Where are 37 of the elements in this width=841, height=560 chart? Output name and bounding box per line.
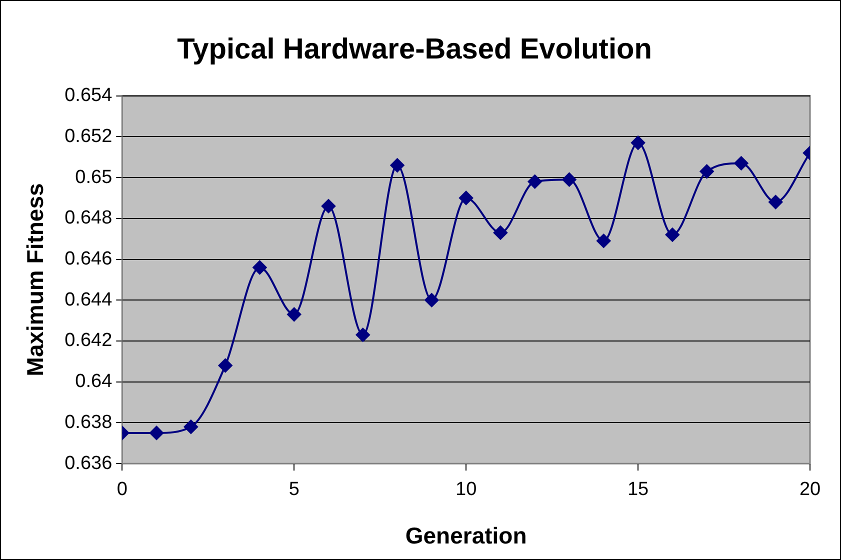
y-tick-label: 0.642	[64, 330, 112, 352]
point	[528, 174, 542, 189]
y-tick-label: 0.652	[64, 126, 112, 147]
y-tick-label: 0.638	[64, 412, 112, 433]
y-axis-title: Maximum Fitness	[22, 183, 48, 376]
point	[184, 420, 198, 434]
point	[734, 156, 748, 170]
point	[631, 136, 646, 150]
y-tick-label: 0.65	[75, 166, 112, 188]
point	[390, 158, 404, 172]
y-tick-label: 0.646	[64, 248, 112, 270]
point	[768, 195, 783, 210]
point	[322, 199, 336, 214]
y-tick-label: 0.644	[64, 289, 113, 310]
point	[218, 358, 232, 373]
point	[150, 426, 164, 440]
x-tick-label: 10	[456, 479, 477, 500]
point	[700, 164, 714, 178]
x-tick-label: 0	[116, 479, 128, 500]
x-tick-label: 20	[799, 479, 821, 500]
point	[665, 228, 680, 242]
point	[287, 307, 302, 322]
y-tick-label: 0.636	[64, 452, 112, 474]
x-tick-label: 15	[627, 479, 649, 500]
point	[356, 328, 370, 342]
x-tick-label: 5	[288, 479, 300, 500]
x-axis-title: Generation	[405, 522, 527, 549]
point	[493, 226, 508, 240]
chart-title: Typical Hardware-Based Evolution	[177, 33, 652, 66]
point	[424, 293, 439, 308]
point	[252, 260, 267, 274]
point	[596, 234, 611, 248]
point	[459, 190, 474, 205]
y-tick-label: 0.654	[64, 85, 113, 106]
y-tick-label: 0.64	[75, 371, 113, 392]
point	[562, 172, 576, 187]
y-tick-label: 0.648	[64, 208, 112, 229]
